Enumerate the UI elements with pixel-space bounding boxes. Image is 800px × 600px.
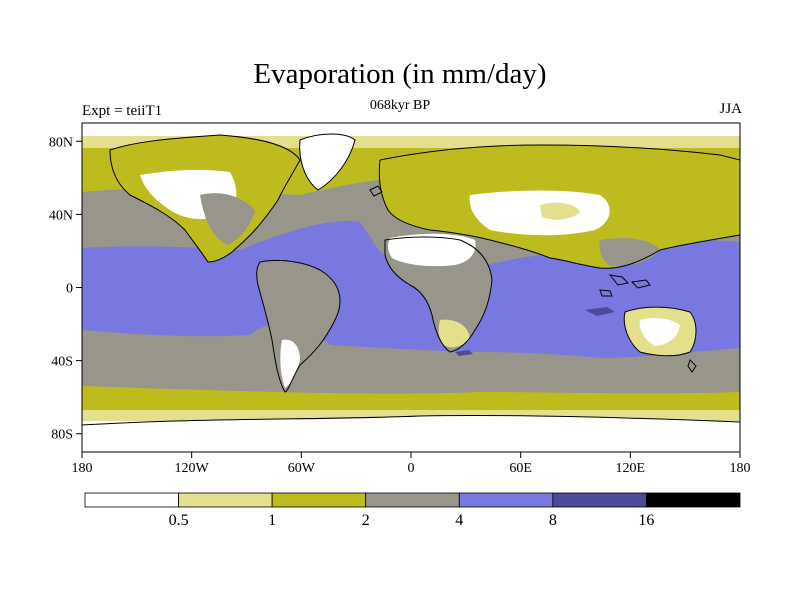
colorbar-level-label: 0.5 bbox=[169, 512, 189, 529]
longitude-axis: 180 120W 60W 0 60E 120E 180 bbox=[72, 452, 751, 476]
land-se-asia bbox=[599, 238, 660, 267]
colorbar-swatch bbox=[178, 492, 273, 508]
land-australia-dry bbox=[639, 317, 680, 346]
land-antarctica bbox=[82, 415, 740, 452]
field-patch-darkblue-2 bbox=[455, 350, 473, 356]
land-kalahari bbox=[438, 319, 470, 348]
lon-tick-label: 60W bbox=[288, 461, 316, 476]
coast-greenland bbox=[299, 133, 356, 191]
colorbar-level-label: 16 bbox=[638, 512, 654, 529]
coast-south-america bbox=[256, 259, 341, 393]
land-greenland bbox=[299, 134, 355, 190]
evaporation-field bbox=[82, 123, 740, 452]
colorbar-level-label: 8 bbox=[549, 512, 557, 529]
lat-tick-label: 40S bbox=[51, 355, 73, 370]
coast-indonesia bbox=[599, 274, 651, 297]
land-eurasia-dry bbox=[469, 190, 610, 236]
colorbar-level-label: 1 bbox=[268, 512, 276, 529]
lat-tick-label: 0 bbox=[66, 282, 73, 297]
land-na-east bbox=[200, 193, 255, 245]
lon-tick-label: 180 bbox=[72, 461, 93, 476]
colorbar-swatch bbox=[84, 492, 179, 508]
coast-australia bbox=[623, 306, 697, 357]
lon-tick-label: 0 bbox=[408, 461, 415, 476]
land-south-america bbox=[256, 260, 340, 392]
land-sahara bbox=[387, 233, 476, 267]
coast-islands bbox=[369, 185, 697, 373]
latitude-axis: 80N 40N 0 40S 80S bbox=[49, 135, 82, 443]
lat-tick-label: 80S bbox=[51, 428, 73, 443]
lon-tick-label: 120E bbox=[616, 461, 646, 476]
lat-tick-label: 80N bbox=[49, 135, 73, 150]
coast-north-america bbox=[109, 134, 301, 263]
field-patch-darkblue-1 bbox=[585, 307, 615, 316]
coast-africa bbox=[384, 236, 493, 353]
lon-tick-label: 60E bbox=[509, 461, 532, 476]
map-title: Evaporation (in mm/day) bbox=[253, 58, 547, 90]
season-label: JJA bbox=[719, 101, 742, 117]
coast-antarctica bbox=[82, 414, 740, 426]
coast-eurasia bbox=[378, 144, 740, 269]
colorbar-swatch bbox=[552, 492, 647, 508]
lon-tick-label: 120W bbox=[175, 461, 210, 476]
colorbar-swatch bbox=[271, 492, 367, 508]
experiment-label: Expt = teiiT1 bbox=[82, 103, 163, 119]
colorbar: 0.5 1 2 4 8 16 bbox=[84, 492, 741, 529]
lon-tick-label: 180 bbox=[730, 461, 751, 476]
land-africa bbox=[385, 237, 492, 352]
colorbar-level-label: 4 bbox=[455, 512, 463, 529]
colorbar-swatch bbox=[365, 492, 460, 508]
land-eurasia-semiarid bbox=[540, 202, 580, 220]
colorbar-swatch bbox=[458, 492, 554, 508]
land-sa-dry bbox=[280, 339, 300, 388]
coastlines bbox=[82, 133, 740, 426]
map-subtitle: 068kyr BP bbox=[369, 98, 431, 113]
colorbar-level-label: 2 bbox=[362, 512, 370, 529]
colorbar-swatch bbox=[646, 492, 741, 508]
lat-tick-label: 40N bbox=[49, 208, 73, 223]
